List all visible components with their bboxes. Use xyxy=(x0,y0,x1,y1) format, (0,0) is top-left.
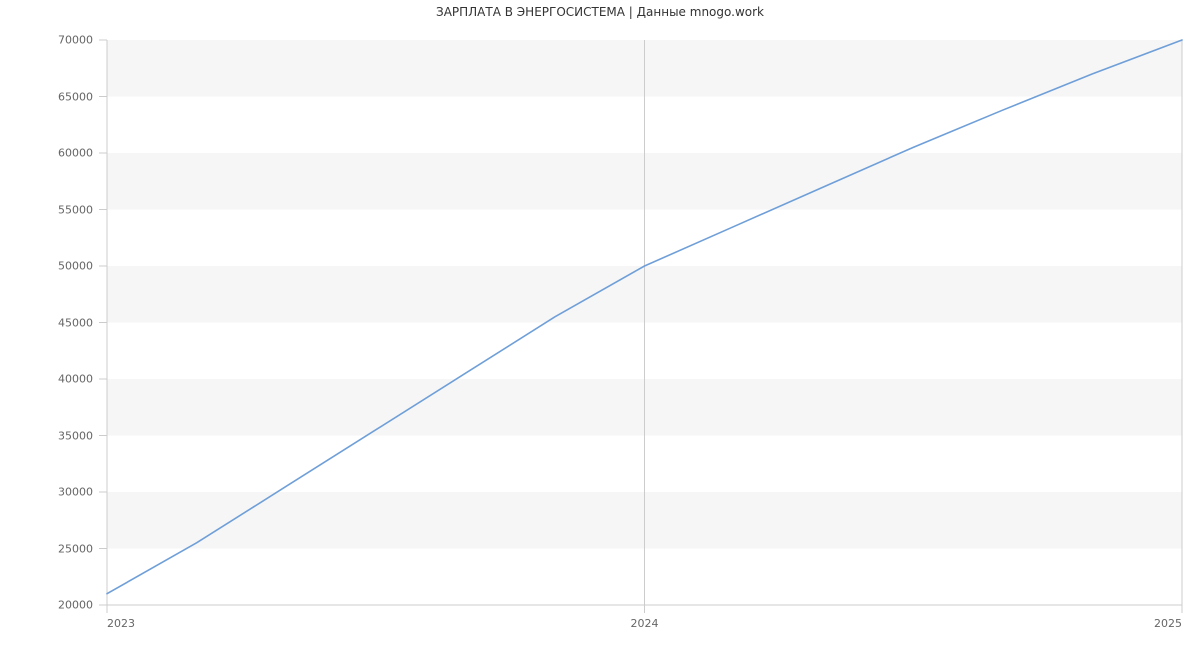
y-tick-label: 45000 xyxy=(0,316,93,329)
x-tick-label: 2024 xyxy=(631,617,659,630)
y-tick-label: 65000 xyxy=(0,90,93,103)
y-tick-label: 40000 xyxy=(0,373,93,386)
x-tick-label: 2025 xyxy=(1154,617,1182,630)
y-tick-label: 70000 xyxy=(0,34,93,47)
y-tick-label: 30000 xyxy=(0,486,93,499)
salary-line-chart: ЗАРПЛАТА В ЭНЕРГОСИСТЕМА | Данные mnogo.… xyxy=(0,0,1200,650)
chart-title: ЗАРПЛАТА В ЭНЕРГОСИСТЕМА | Данные mnogo.… xyxy=(0,5,1200,19)
plot-area xyxy=(107,40,1182,605)
y-tick-label: 55000 xyxy=(0,203,93,216)
y-tick-label: 35000 xyxy=(0,429,93,442)
y-tick-label: 50000 xyxy=(0,260,93,273)
y-tick-label: 25000 xyxy=(0,542,93,555)
y-tick-label: 60000 xyxy=(0,147,93,160)
x-tick-label: 2023 xyxy=(107,617,135,630)
y-tick-label: 20000 xyxy=(0,599,93,612)
